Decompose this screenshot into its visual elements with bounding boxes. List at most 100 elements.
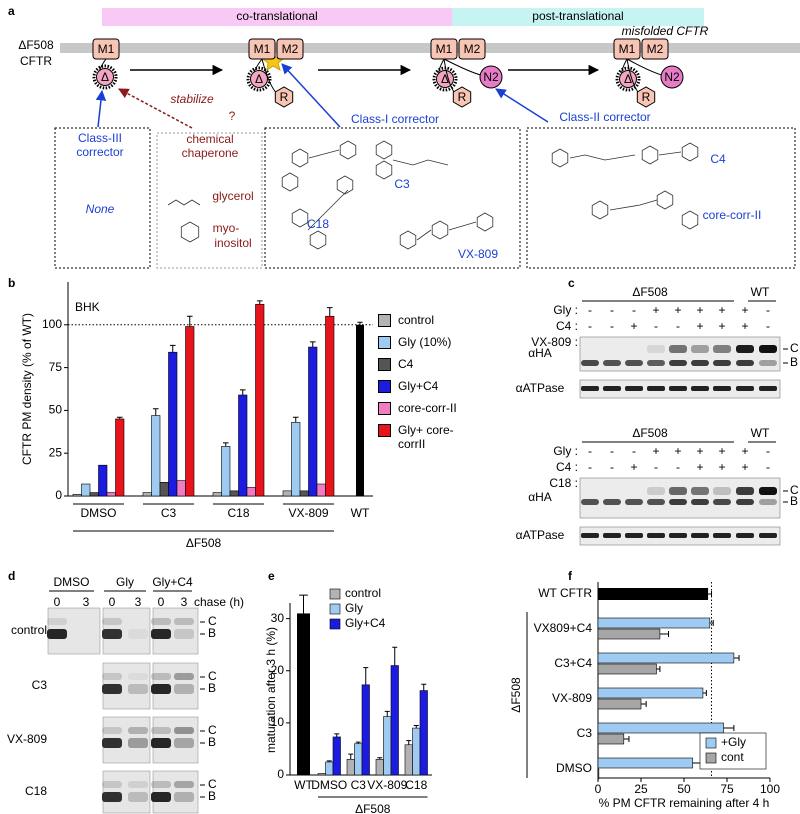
- treatment-sign: -: [766, 303, 770, 317]
- time-axis-label: chase (h): [194, 595, 244, 609]
- chemical-structure: [399, 230, 417, 250]
- x-tick-label: 0: [595, 782, 602, 796]
- y-tick-label: 10: [271, 715, 285, 729]
- error-bar: [326, 760, 332, 762]
- panel-label: a: [8, 4, 15, 18]
- compound-label: C3: [394, 177, 410, 191]
- error-bar: [309, 341, 316, 348]
- legend-swatch: [378, 336, 391, 349]
- treatment-label: C18 :: [549, 476, 578, 490]
- phase-bar: [102, 8, 452, 26]
- chemical-structure: [291, 148, 309, 168]
- treatment-label: C4 :: [556, 460, 578, 474]
- compound-label: C4: [710, 152, 726, 166]
- class-box: [526, 127, 796, 269]
- domain-label: M2: [464, 42, 481, 56]
- chemical-structure: [591, 200, 609, 220]
- band: [603, 499, 621, 505]
- band: [102, 618, 122, 625]
- domain: [660, 65, 684, 89]
- band-label: B: [790, 494, 798, 508]
- x-tick-label: C3: [161, 506, 177, 520]
- bar: [185, 326, 195, 497]
- band: [736, 533, 754, 538]
- legend-entry: Gly (10%): [378, 335, 478, 357]
- band: [691, 499, 709, 505]
- bar: [299, 490, 309, 497]
- legend-label: Gly+ core-corrII: [398, 423, 454, 451]
- legend-entry: Gly+C4: [378, 379, 478, 401]
- bar: [404, 744, 413, 776]
- error-bar: [152, 408, 159, 416]
- y-tick-label: 20: [271, 663, 285, 677]
- band: [713, 487, 731, 495]
- band: [647, 345, 665, 353]
- band: [174, 738, 194, 748]
- band: [128, 673, 148, 680]
- treatment-sign: +: [652, 444, 659, 458]
- bar: [390, 665, 399, 776]
- treatment-sign: -: [588, 303, 592, 317]
- bar: [316, 483, 326, 497]
- band: [759, 345, 777, 353]
- band: [102, 792, 122, 802]
- bar: [332, 736, 341, 776]
- band: [713, 499, 731, 505]
- treatment-sign: -: [610, 319, 614, 333]
- domain-label: M1: [254, 42, 271, 56]
- row-label: C18: [25, 784, 47, 798]
- y-tick-label: WT CFTR: [538, 586, 592, 600]
- probe-label: αATPase: [516, 381, 565, 395]
- band: [625, 360, 643, 366]
- probe-label: αHA: [528, 490, 552, 504]
- bar: [354, 743, 363, 776]
- legend-entry: control: [378, 313, 478, 335]
- class-title: Class-II corrector: [559, 110, 650, 124]
- band: [151, 618, 171, 625]
- treatment-sign: +: [674, 303, 681, 317]
- bar: [151, 415, 161, 497]
- compound-label: None: [86, 202, 115, 216]
- bar: [81, 483, 91, 497]
- treatment-sign: +: [741, 460, 748, 474]
- row-label: VX-809: [7, 732, 47, 746]
- treatment-sign: -: [610, 460, 614, 474]
- band: [647, 386, 665, 391]
- bar: [176, 480, 186, 497]
- domain: [479, 65, 503, 89]
- band: [174, 727, 194, 734]
- band-label: C: [790, 341, 799, 355]
- error-bar: [413, 724, 419, 729]
- treatment-sign: -: [632, 303, 636, 317]
- treatment-sign: -: [632, 444, 636, 458]
- y-tick-label: VX-809: [552, 691, 592, 705]
- bar: [375, 759, 384, 776]
- x-tick-label: WT: [351, 506, 370, 520]
- treatment-sign: -: [766, 460, 770, 474]
- legend-entry: C4: [378, 357, 478, 379]
- x-tick-label: DMSO: [311, 778, 347, 792]
- band: [174, 618, 194, 625]
- treatment-sign: -: [610, 303, 614, 317]
- band: [647, 487, 665, 495]
- band: [669, 386, 687, 391]
- chemical-structure: [291, 208, 309, 228]
- band: [625, 499, 643, 505]
- domain-label: M1: [98, 42, 115, 56]
- error-bar: [355, 741, 361, 744]
- corrector-arrow: [281, 63, 341, 128]
- band: [691, 386, 709, 391]
- band-label: C: [208, 777, 217, 791]
- treatment-sign: +: [630, 460, 637, 474]
- time-label: 3: [83, 595, 90, 609]
- y-tick-label: VX809+C4: [534, 621, 593, 635]
- domain-label: N2: [664, 70, 680, 84]
- time-label: 3: [135, 595, 142, 609]
- y-tick-label: 30: [271, 611, 285, 625]
- corrector-arrow: [95, 89, 107, 128]
- band: [647, 360, 665, 366]
- bar: [346, 759, 355, 776]
- bar: [597, 628, 661, 640]
- domain-label: M2: [647, 42, 664, 56]
